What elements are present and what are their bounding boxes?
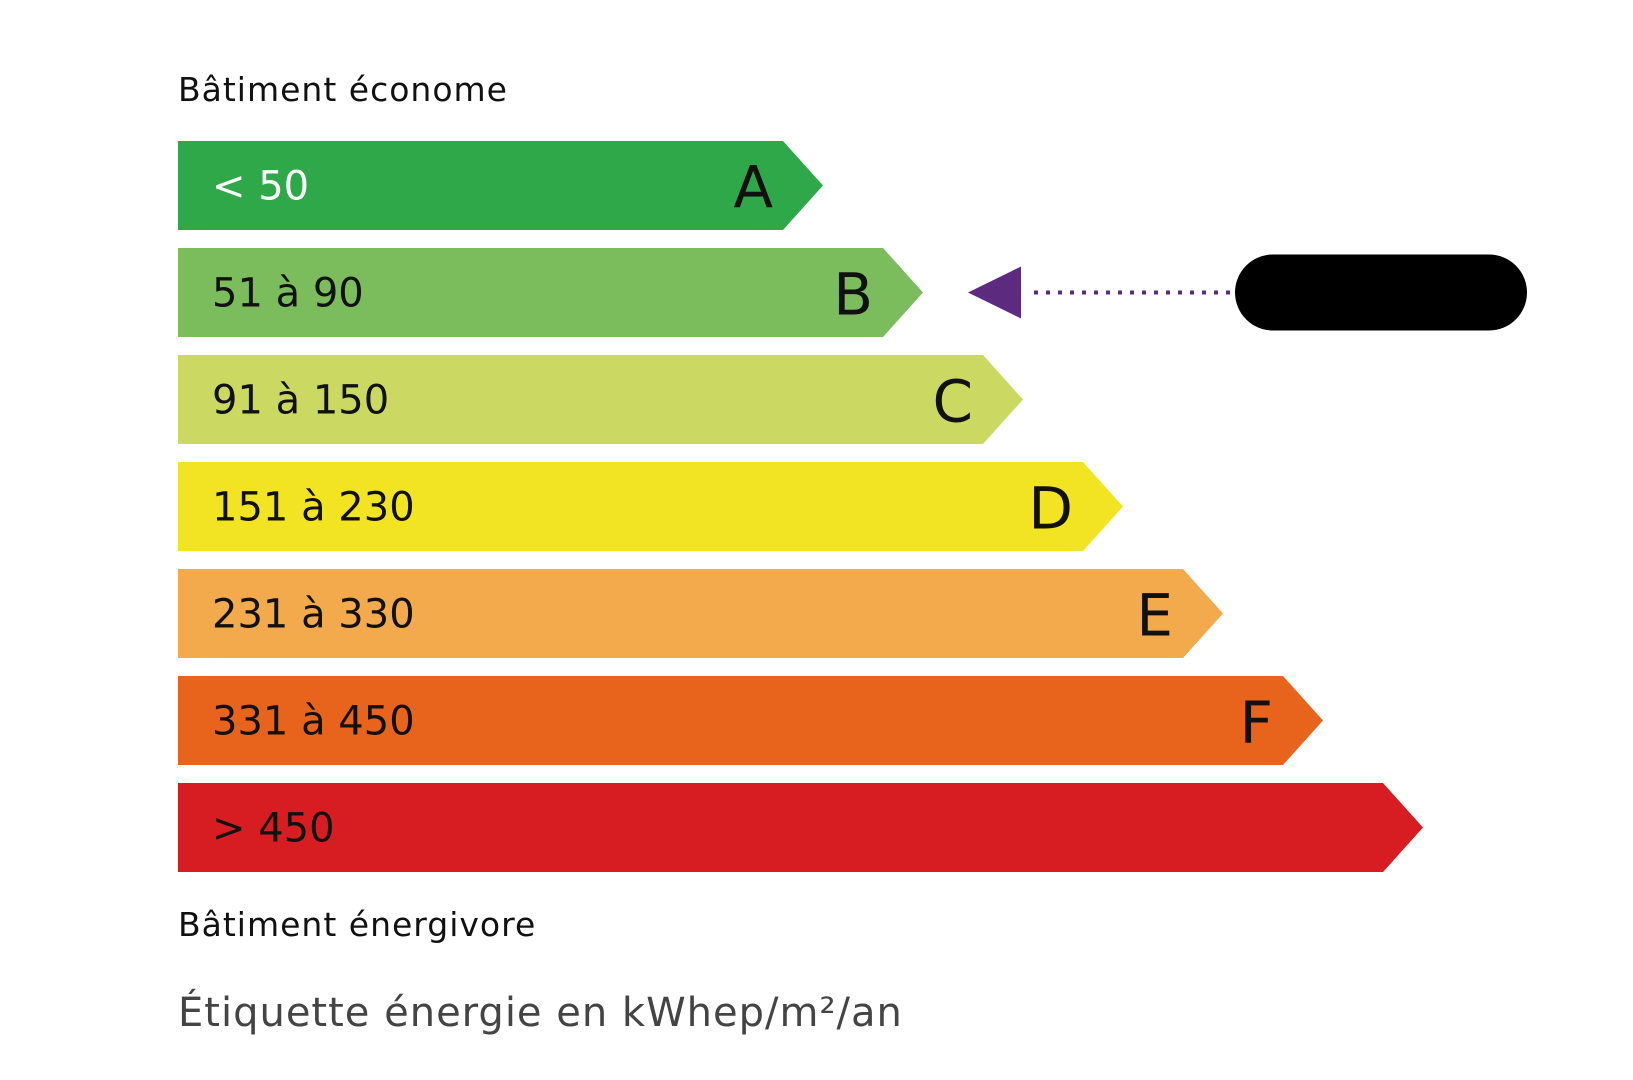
bar-a bbox=[178, 141, 823, 230]
top-label: Bâtiment économe bbox=[178, 70, 508, 109]
range-label-b: 51 à 90 bbox=[212, 271, 364, 317]
class-letter-f: F bbox=[1240, 689, 1273, 757]
caption: Étiquette énergie en kWhep/m²/an bbox=[178, 990, 903, 1036]
range-label-e: 231 à 330 bbox=[212, 592, 415, 638]
range-label-c: 91 à 150 bbox=[212, 378, 389, 424]
redacted-value bbox=[1235, 254, 1527, 331]
bar-f bbox=[178, 676, 1323, 765]
range-label-f: 331 à 450 bbox=[212, 699, 415, 745]
bar-c bbox=[178, 355, 1023, 444]
class-letter-c: C bbox=[933, 368, 974, 436]
class-letter-d: D bbox=[1028, 475, 1073, 543]
class-letter-e: E bbox=[1136, 582, 1173, 650]
bottom-label: Bâtiment énergivore bbox=[178, 905, 537, 944]
bar-d bbox=[178, 462, 1123, 551]
range-label-a: < 50 bbox=[212, 164, 309, 210]
class-letter-b: B bbox=[833, 261, 873, 329]
bar-g bbox=[178, 783, 1423, 872]
class-letter-a: A bbox=[733, 154, 773, 222]
bar-e bbox=[178, 569, 1223, 658]
range-label-g: > 450 bbox=[212, 806, 335, 852]
range-label-d: 151 à 230 bbox=[212, 485, 415, 531]
indicator-arrow-icon bbox=[968, 266, 1021, 319]
bar-b bbox=[178, 248, 923, 337]
